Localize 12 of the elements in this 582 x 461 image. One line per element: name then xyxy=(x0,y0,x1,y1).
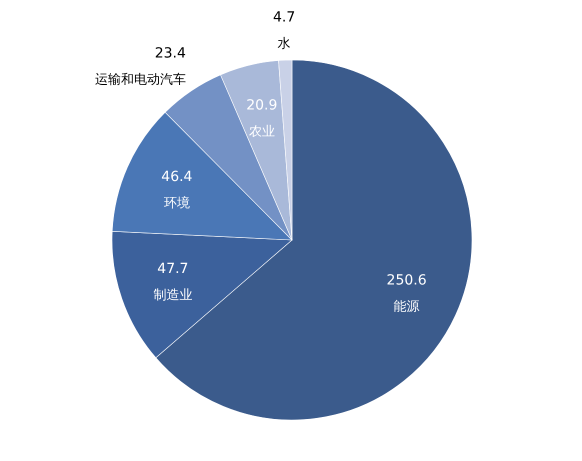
data-label: 46.4 xyxy=(161,168,193,185)
slice-label: 能源 xyxy=(394,299,420,314)
slice-label: 制造业 xyxy=(153,288,192,304)
slice-label: 水 xyxy=(278,36,291,52)
data-label: 23.4 xyxy=(154,46,186,62)
slice-label: 运输和电动汽车 xyxy=(94,72,186,88)
data-label: 20.9 xyxy=(246,98,278,114)
slice-label: 农业 xyxy=(248,124,275,140)
slice-label: 环境 xyxy=(164,194,190,211)
data-label: 250.6 xyxy=(386,272,427,288)
data-label: 4.7 xyxy=(272,10,296,26)
data-label: 47.7 xyxy=(157,261,188,278)
